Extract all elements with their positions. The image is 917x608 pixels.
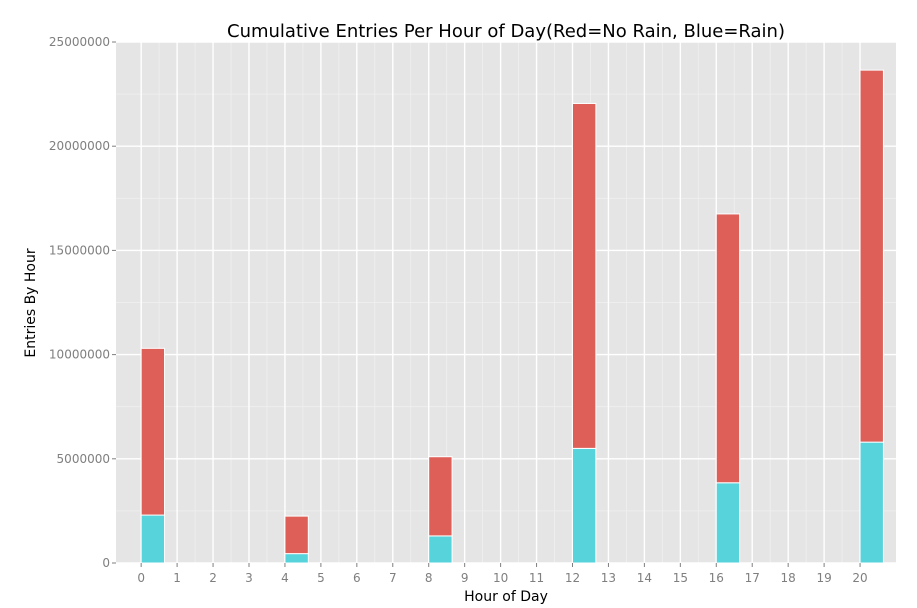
bar-segment-16-1 — [715, 213, 741, 484]
bar-segment-0-1 — [140, 347, 166, 516]
bar-segment-12-1 — [571, 102, 597, 449]
x-tick-label: 12 — [565, 571, 580, 585]
x-tick-label: 20 — [852, 571, 867, 585]
x-tick-label: 7 — [389, 571, 397, 585]
x-tick-label: 8 — [425, 571, 433, 585]
x-tick-label: 14 — [637, 571, 652, 585]
bar-segment-8-1 — [428, 456, 453, 537]
x-tick-label: 4 — [281, 571, 289, 585]
x-tick-label: 17 — [745, 571, 760, 585]
x-tick-label: 16 — [709, 571, 724, 585]
y-tick-label: 0 — [102, 556, 110, 570]
x-tick-label: 11 — [529, 571, 544, 585]
x-tick-label: 2 — [209, 571, 217, 585]
chart-title: Cumulative Entries Per Hour of Day(Red=N… — [227, 21, 785, 42]
x-tick-label: 3 — [245, 571, 253, 585]
bar-segment-0-0 — [140, 514, 166, 564]
x-tick-label: 19 — [816, 571, 831, 585]
grid-minor — [116, 42, 896, 563]
bar-segment-20-1 — [859, 69, 884, 443]
y-tick-label: 15000000 — [49, 243, 110, 257]
x-tick-label: 1 — [173, 571, 181, 585]
bar-segment-12-0 — [571, 447, 597, 564]
y-tick-label: 10000000 — [49, 348, 110, 362]
y-tick-label: 20000000 — [49, 139, 110, 153]
y-axis-ticks: 0 5000000 10000000 15000000 20000000 25000000 — [49, 35, 116, 570]
bars — [140, 69, 884, 564]
x-tick-label: 13 — [601, 571, 616, 585]
x-tick-label: 18 — [781, 571, 796, 585]
x-tick-label: 15 — [673, 571, 688, 585]
bar-segment-20-0 — [859, 441, 884, 564]
bar-segment-4-0 — [284, 553, 309, 564]
y-tick-label: 25000000 — [49, 35, 110, 49]
bar-segment-4-1 — [284, 515, 309, 555]
x-tick-label: 5 — [317, 571, 325, 585]
x-axis-ticks: 0 1 2 3 4 5 6 7 8 9 10 11 12 13 14 15 16 17 18 19 20 — [137, 563, 868, 585]
bar-segment-16-0 — [715, 482, 741, 564]
x-axis-label: Hour of Day — [464, 589, 548, 605]
x-tick-label: 9 — [461, 571, 469, 585]
bar-segment-8-0 — [428, 535, 453, 564]
y-tick-label: 5000000 — [57, 452, 110, 466]
x-tick-label: 10 — [493, 571, 508, 585]
x-tick-label: 0 — [137, 571, 145, 585]
x-tick-label: 6 — [353, 571, 361, 585]
y-axis-label: Entries By Hour — [23, 248, 39, 358]
